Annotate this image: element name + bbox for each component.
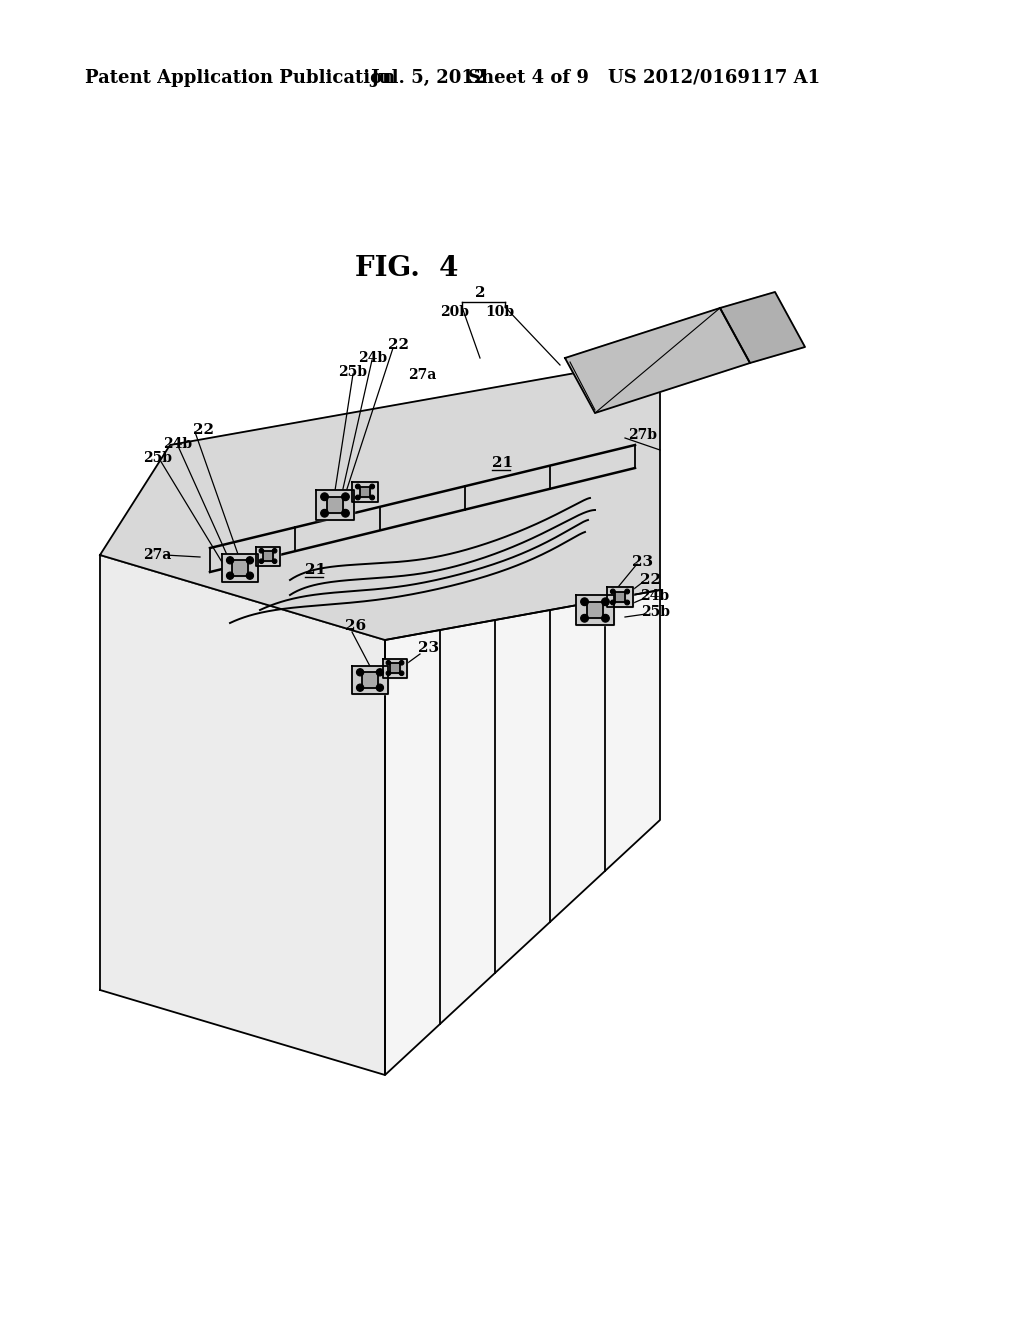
Circle shape (581, 598, 589, 606)
Text: 23: 23 (418, 642, 439, 655)
Circle shape (272, 558, 276, 564)
Circle shape (399, 660, 403, 665)
Text: 23: 23 (632, 554, 653, 569)
Circle shape (376, 684, 384, 692)
Polygon shape (316, 490, 354, 520)
Text: Jul. 5, 2012: Jul. 5, 2012 (370, 69, 486, 87)
Circle shape (355, 495, 360, 500)
Polygon shape (607, 587, 633, 607)
Circle shape (581, 614, 589, 622)
Text: 20b: 20b (440, 305, 469, 319)
Text: 21: 21 (305, 564, 326, 577)
Circle shape (259, 558, 263, 564)
Polygon shape (256, 546, 280, 565)
Text: 27b: 27b (628, 428, 657, 442)
Circle shape (355, 484, 360, 488)
Circle shape (370, 495, 375, 500)
Circle shape (386, 660, 391, 665)
Circle shape (246, 572, 254, 579)
Polygon shape (327, 496, 343, 513)
Circle shape (272, 549, 276, 553)
Text: 22: 22 (193, 422, 214, 437)
Text: 22: 22 (388, 338, 409, 352)
Circle shape (321, 492, 329, 500)
Circle shape (342, 492, 349, 500)
Circle shape (226, 572, 233, 579)
Polygon shape (575, 595, 614, 624)
Polygon shape (615, 591, 625, 602)
Text: 24b: 24b (163, 437, 193, 451)
Polygon shape (263, 552, 272, 561)
Polygon shape (385, 590, 660, 1074)
Circle shape (342, 510, 349, 517)
Polygon shape (565, 308, 750, 413)
Polygon shape (100, 554, 385, 1074)
Circle shape (259, 549, 263, 553)
Text: 25b: 25b (338, 366, 367, 379)
Text: FIG.  4: FIG. 4 (355, 255, 459, 281)
Circle shape (376, 669, 384, 676)
Circle shape (246, 557, 254, 564)
Polygon shape (222, 554, 258, 582)
Polygon shape (720, 292, 805, 363)
Polygon shape (352, 482, 378, 502)
Text: 21: 21 (492, 455, 513, 470)
Circle shape (356, 684, 364, 692)
Text: US 2012/0169117 A1: US 2012/0169117 A1 (608, 69, 820, 87)
Polygon shape (352, 667, 388, 694)
Text: 24b: 24b (640, 589, 669, 603)
Polygon shape (390, 663, 399, 673)
Polygon shape (232, 560, 248, 576)
Circle shape (625, 601, 630, 605)
Circle shape (321, 510, 329, 517)
Circle shape (356, 669, 364, 676)
Circle shape (601, 598, 609, 606)
Text: Patent Application Publication: Patent Application Publication (85, 69, 395, 87)
Polygon shape (360, 487, 370, 498)
Text: 27a: 27a (408, 368, 436, 381)
Text: 10b: 10b (485, 305, 515, 319)
Text: 22: 22 (640, 573, 662, 587)
Text: 25b: 25b (143, 451, 172, 465)
Circle shape (610, 601, 615, 605)
Text: 24b: 24b (358, 351, 387, 366)
Circle shape (610, 589, 615, 594)
Text: Sheet 4 of 9: Sheet 4 of 9 (468, 69, 589, 87)
Polygon shape (100, 358, 660, 640)
Circle shape (370, 484, 375, 488)
Text: 2: 2 (475, 286, 485, 300)
Polygon shape (587, 602, 603, 618)
Text: 27a: 27a (143, 548, 171, 562)
Circle shape (601, 614, 609, 622)
Text: 25b: 25b (641, 605, 670, 619)
Polygon shape (362, 672, 378, 688)
Circle shape (625, 589, 630, 594)
Text: 26: 26 (345, 619, 367, 634)
Polygon shape (383, 659, 407, 677)
Circle shape (226, 557, 233, 564)
Circle shape (399, 671, 403, 676)
Circle shape (386, 671, 391, 676)
